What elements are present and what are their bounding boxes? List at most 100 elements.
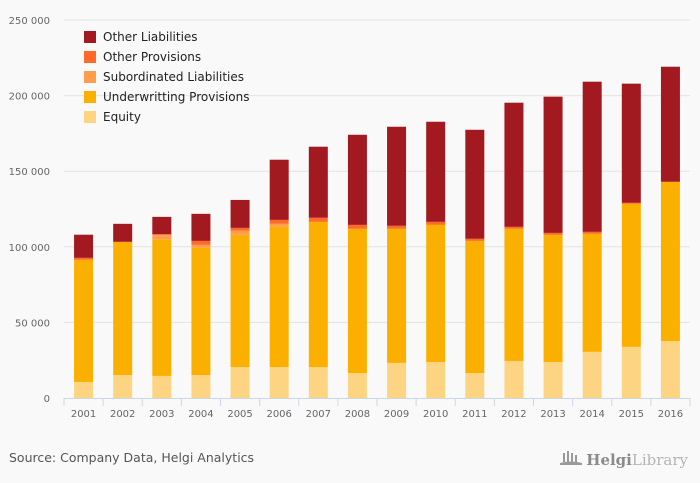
legend-label: Underwritting Provisions [103, 90, 250, 104]
bar-stack-2011 [465, 129, 485, 398]
y-tick-label: 250 000 [9, 16, 50, 27]
legend-label: Equity [103, 110, 141, 124]
library-building-icon [560, 450, 583, 470]
bar-segment-other-liabilities [308, 146, 328, 218]
bar-segment-other-liabilities [504, 102, 524, 227]
bar-segment-other-provisions [308, 217, 328, 222]
x-tick-label: 2005 [227, 409, 252, 420]
bar-stack-2008 [347, 134, 367, 398]
legend-swatch [84, 91, 96, 103]
bar-segment-other-provisions [465, 238, 485, 241]
logo-text-light: Library [631, 451, 688, 469]
x-tick-label: 2012 [501, 409, 526, 420]
bar-segment-other-liabilities [582, 81, 602, 232]
bar-segment-other-provisions [504, 226, 524, 229]
bar-stack-2009 [387, 126, 407, 398]
bar-segment-other-provisions [543, 232, 563, 235]
bar-stack-2003 [152, 216, 172, 398]
bar-segment-other-liabilities [387, 126, 407, 226]
y-tick-label: 50 000 [15, 318, 50, 329]
bar-segment-subordinated-liabilities [152, 234, 172, 240]
bar-stack-2016 [660, 66, 680, 398]
bar-segment-subordinated-liabilities [230, 230, 250, 235]
bar-segment-other-provisions [582, 231, 602, 234]
bar-segment-other-provisions [347, 224, 367, 229]
legend-swatch [84, 51, 96, 63]
legend: Other Liabilities Other Provisions Subor… [84, 27, 249, 127]
x-tick-label: 2004 [188, 409, 213, 420]
bar-stack-2002 [113, 223, 133, 398]
bar-segment-underwritting-provisions [660, 181, 680, 341]
bar-segment-equity [660, 340, 680, 398]
bar-segment-equity [230, 367, 250, 398]
bar-segment-other-liabilities [543, 96, 563, 233]
bar-segment-other-liabilities [621, 83, 641, 203]
y-tick-label: 200 000 [9, 92, 50, 103]
x-tick-label: 2007 [306, 409, 331, 420]
bar-stack-2004 [191, 213, 211, 398]
legend-item-other-liabilities[interactable]: Other Liabilities [84, 27, 249, 47]
bar-segment-other-liabilities [113, 223, 133, 242]
x-tick-label: 2006 [266, 409, 291, 420]
y-tick-label: 100 000 [9, 243, 50, 254]
bar-stack-2013 [543, 96, 563, 398]
bar-segment-equity [113, 375, 133, 398]
bars [74, 66, 680, 398]
bar-segment-equity [543, 362, 563, 398]
bar-segment-underwritting-provisions [465, 240, 485, 374]
legend-item-subordinated-liabilities[interactable]: Subordinated Liabilities [84, 67, 249, 87]
bar-segment-other-liabilities [660, 66, 680, 182]
y-tick-label: 150 000 [9, 167, 50, 178]
legend-item-underwritting-provisions[interactable]: Underwritting Provisions [84, 87, 249, 107]
bar-segment-equity [74, 381, 94, 398]
legend-item-equity[interactable]: Equity [84, 107, 249, 127]
y-axis-tick-labels: 0 50 000 100 000 150 000 200 000 250 000 [9, 16, 50, 405]
bar-segment-other-provisions [621, 202, 641, 204]
legend-swatch [84, 31, 96, 43]
bar-segment-underwritting-provisions [74, 259, 94, 382]
bar-stack-2012 [504, 102, 524, 398]
bar-stack-2006 [269, 159, 289, 398]
legend-label: Subordinated Liabilities [103, 70, 244, 84]
bar-stack-2001 [74, 234, 94, 398]
bar-segment-other-liabilities [347, 134, 367, 225]
x-tick-label: 2011 [462, 409, 487, 420]
bar-segment-underwritting-provisions [308, 221, 328, 368]
x-tick-label: 2014 [579, 409, 604, 420]
x-tick-label: 2003 [149, 409, 174, 420]
y-tick-label: 0 [44, 394, 50, 405]
bar-segment-other-liabilities [191, 213, 211, 241]
bar-segment-equity [426, 362, 446, 398]
bar-segment-other-provisions [387, 225, 407, 229]
bar-segment-underwritting-provisions [269, 226, 289, 368]
bar-segment-other-liabilities [269, 159, 289, 220]
bar-segment-other-provisions [230, 227, 250, 231]
bar-stack-2007 [308, 146, 328, 398]
x-axis [63, 398, 691, 406]
bar-stack-2015 [621, 83, 641, 398]
bar-segment-underwritting-provisions [543, 234, 563, 363]
bar-segment-other-provisions [426, 221, 446, 225]
bar-segment-equity [387, 362, 407, 398]
bar-segment-other-provisions [152, 234, 172, 235]
helgi-library-logo[interactable]: Helgi Library [560, 450, 688, 470]
bar-segment-underwritting-provisions [113, 241, 133, 376]
bar-segment-underwritting-provisions [152, 239, 172, 376]
x-tick-label: 2010 [423, 409, 448, 420]
bar-segment-underwritting-provisions [621, 203, 641, 347]
bar-segment-equity [504, 360, 524, 398]
bar-segment-underwritting-provisions [230, 234, 250, 368]
bar-segment-other-liabilities [152, 216, 172, 235]
bar-segment-underwritting-provisions [387, 228, 407, 363]
bar-segment-equity [308, 367, 328, 398]
bar-segment-underwritting-provisions [582, 233, 602, 352]
bar-segment-subordinated-liabilities [191, 244, 211, 248]
bar-segment-other-provisions [191, 240, 211, 245]
bar-segment-other-liabilities [465, 129, 485, 239]
bar-segment-equity [347, 373, 367, 398]
bar-segment-underwritting-provisions [504, 228, 524, 361]
bar-stack-2005 [230, 199, 250, 398]
legend-item-other-provisions[interactable]: Other Provisions [84, 47, 249, 67]
source-note: Source: Company Data, Helgi Analytics [9, 450, 255, 465]
